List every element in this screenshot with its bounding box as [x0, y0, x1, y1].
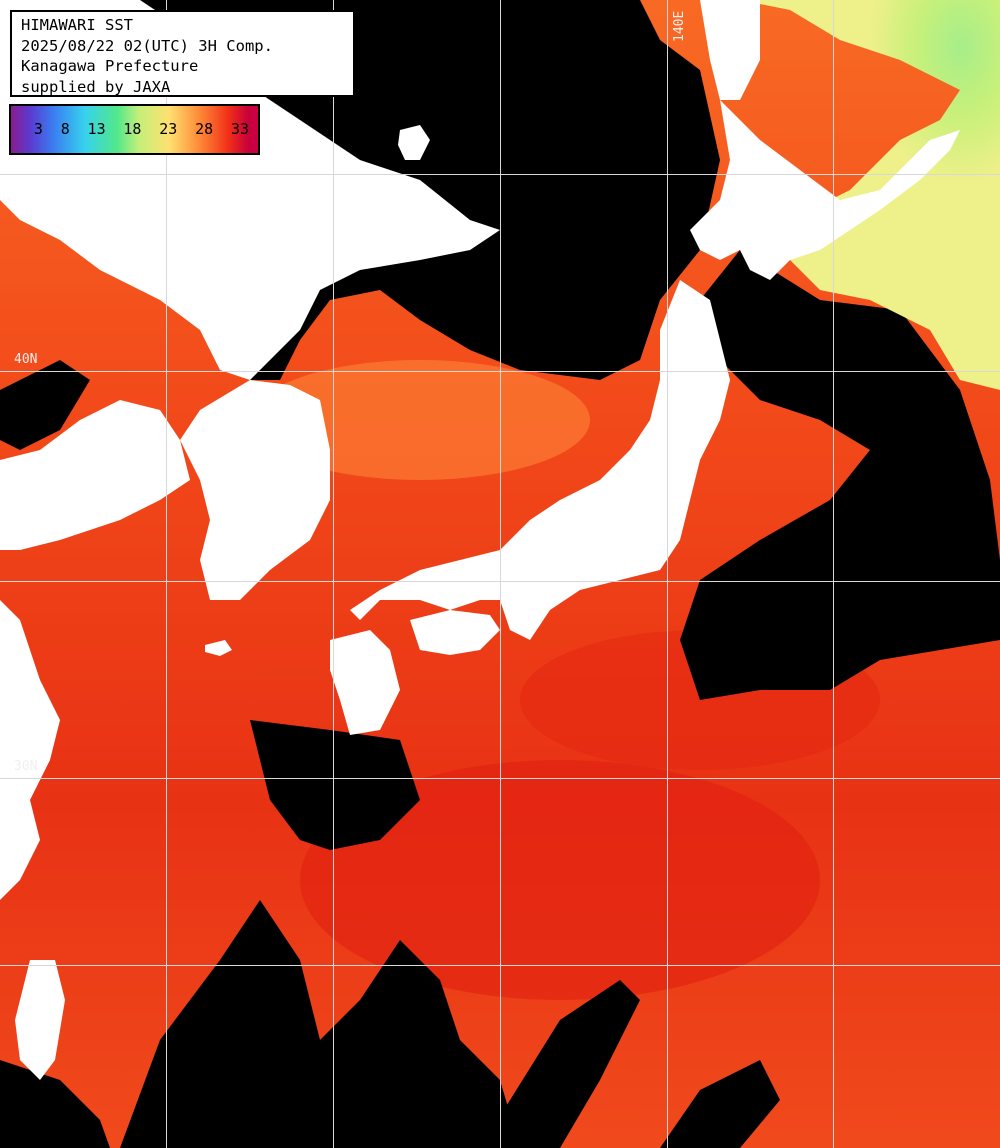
scale-tick: 8 [60, 120, 70, 138]
scale-tick: 23 [159, 120, 178, 138]
scale-tick: 33 [230, 120, 250, 138]
land-taiwan [15, 960, 65, 1080]
cloud-streak [660, 1060, 780, 1148]
cloud-area-ryukyu [250, 720, 420, 850]
land-shikoku [410, 610, 500, 655]
cloud-area-south [120, 900, 520, 1148]
scale-tick: 13 [87, 120, 106, 138]
land-ullung [398, 125, 430, 160]
land-jeju [205, 640, 232, 656]
scale-tick: 3 [33, 120, 43, 138]
cloud-area-east [680, 250, 1000, 700]
map-credit: supplied by JAXA [21, 77, 171, 96]
color-scale-labels: 3 8 13 18 23 28 33 [11, 120, 258, 140]
map-datetime: 2025/08/22 02(UTC) 3H Comp. [21, 36, 273, 55]
map-title: HIMAWARI SST [21, 16, 133, 34]
map-region: Kanagawa Prefecture [21, 57, 199, 75]
lon-label-140e: 140E [672, 10, 687, 42]
land-china [0, 400, 190, 550]
hot-sea-patch [300, 760, 820, 1000]
lat-label-upper: 40N [14, 352, 38, 367]
cloud-area-west [0, 360, 90, 450]
mild-sea-patch [250, 360, 590, 480]
land-china-coast [0, 600, 60, 900]
lat-label-lower: 30N [14, 759, 38, 774]
scale-tick: 28 [195, 120, 214, 138]
map-info-box: HIMAWARI SST 2025/08/22 02(UTC) 3H Comp.… [10, 10, 355, 97]
land-honshu [350, 280, 730, 640]
land-korea [180, 380, 330, 600]
scale-tick: 18 [123, 120, 142, 138]
land-kyushu [330, 630, 400, 735]
temperature-color-scale: 3 8 13 18 23 28 33 [9, 104, 260, 155]
cloud-area-southwest [0, 1060, 110, 1148]
land-sakhalin [700, 0, 760, 100]
land-hokkaido [690, 100, 960, 280]
cloud-streak [480, 980, 640, 1148]
